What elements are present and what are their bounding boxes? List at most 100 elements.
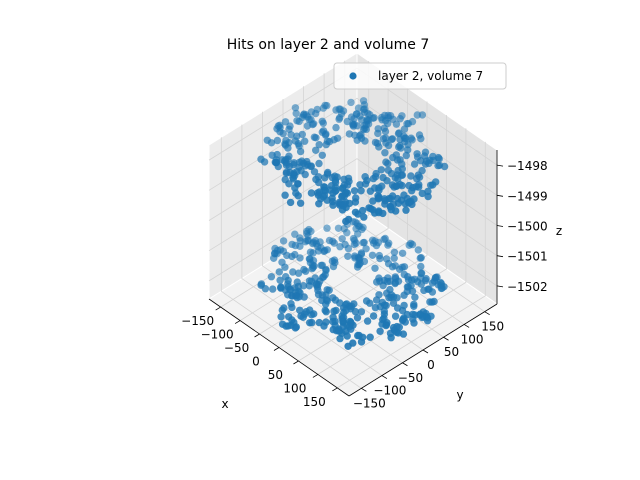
data-point-s0-d0 (361, 180, 370, 188)
data-point-s0-d1 (320, 322, 328, 330)
data-point-s0-d1 (411, 293, 419, 301)
data-point-s0-d0 (402, 151, 410, 160)
data-point-s0-d1 (366, 333, 374, 341)
data-point-s0-d0 (296, 199, 305, 207)
data-point-s0-d0 (295, 117, 303, 126)
data-point-s0-d0 (369, 197, 377, 205)
grid-line-x (337, 141, 486, 389)
data-point-s0-d0 (357, 187, 365, 195)
z-tick-label: −1502 (507, 280, 548, 294)
data-point-s0-d0 (289, 175, 297, 183)
data-point-s0-d0 (353, 136, 361, 144)
x-tick-label: 150 (303, 395, 326, 409)
data-point-s0-d0 (358, 116, 366, 124)
data-point-s0-d0 (310, 168, 319, 176)
data-point-s0-d0 (440, 162, 449, 171)
data-point-s0-d1 (369, 312, 378, 320)
data-point-s0-d0 (336, 114, 344, 122)
data-point-s0-d0 (396, 115, 404, 123)
data-point-s0-d1 (418, 313, 426, 322)
data-point-s0-d0 (284, 144, 292, 152)
data-point-s0-d1 (329, 262, 338, 271)
chart-title: Hits on layer 2 and volume 7 (227, 37, 429, 53)
data-point-s0-d0 (417, 134, 425, 143)
x-tick-label: −100 (201, 328, 234, 342)
data-point-s0-d0 (402, 206, 410, 214)
y-tick-mark (463, 324, 470, 328)
data-point-s0-d0 (392, 120, 401, 128)
data-point-s0-d0 (424, 192, 432, 201)
data-point-s0-d1 (438, 284, 446, 292)
data-point-s0-d0 (307, 189, 316, 197)
data-point-s0-d0 (294, 192, 302, 200)
data-point-s0-d1 (330, 239, 338, 247)
data-point-s0-d1 (404, 276, 413, 284)
data-point-s0-d1 (296, 306, 304, 314)
data-point-s0-d1 (261, 285, 270, 293)
data-point-s0-d0 (383, 177, 391, 185)
data-point-s0-d1 (289, 268, 297, 276)
data-point-s0-d1 (388, 263, 397, 271)
y-tick-mark (422, 349, 429, 354)
data-point-s0-d0 (375, 143, 383, 151)
x-tick-label: −150 (181, 314, 214, 328)
data-point-s0-d0 (384, 159, 392, 168)
y-tick-mark (443, 336, 449, 341)
data-point-s0-d0 (308, 120, 317, 129)
data-point-s0-d1 (408, 287, 417, 295)
data-point-s0-d0 (321, 174, 329, 182)
data-point-s0-d0 (267, 139, 276, 147)
data-point-s0-d0 (349, 122, 358, 130)
y-tick-mark (402, 362, 408, 367)
data-point-s0-d0 (410, 160, 419, 168)
data-point-s0-d1 (376, 254, 384, 263)
data-point-s0-d0 (366, 187, 375, 195)
data-point-s0-d1 (306, 319, 314, 327)
y-axis-label: y (456, 388, 463, 402)
x-tick-mark (293, 360, 299, 365)
data-point-s0-d0 (378, 116, 386, 124)
data-point-s0-d0 (318, 117, 326, 126)
data-point-s0-d0 (340, 175, 348, 183)
data-point-s0-d0 (400, 125, 409, 133)
data-point-s0-d0 (338, 206, 347, 214)
scatter-series (257, 97, 449, 350)
data-point-s0-d1 (428, 279, 437, 287)
data-point-s0-d1 (323, 224, 331, 232)
data-point-s0-d1 (310, 310, 318, 318)
data-point-s0-d0 (285, 180, 293, 188)
legend-label: layer 2, volume 7 (378, 69, 483, 83)
z-tick-label: −1501 (507, 250, 548, 264)
data-point-s0-d0 (312, 109, 320, 118)
data-point-s0-d0 (375, 186, 383, 194)
data-point-s0-d0 (407, 172, 415, 180)
data-point-s0-d0 (329, 201, 337, 209)
data-point-s0-d1 (296, 242, 304, 250)
x-tick-label: −50 (224, 341, 249, 355)
data-point-s0-d1 (405, 241, 413, 249)
data-point-s0-d0 (319, 104, 327, 112)
y-tick-label: 100 (461, 332, 484, 346)
data-point-s0-d0 (382, 139, 390, 147)
data-point-s0-d0 (392, 207, 400, 215)
data-point-s0-d1 (343, 229, 351, 237)
data-point-s0-d0 (274, 162, 282, 171)
data-point-s0-d1 (371, 303, 380, 312)
data-point-s0-d0 (315, 200, 323, 208)
data-point-s0-d1 (278, 306, 286, 314)
data-point-s0-d1 (288, 252, 296, 261)
x-tick-label: 50 (268, 368, 283, 382)
data-point-s0-d1 (366, 299, 374, 307)
data-point-s0-d1 (297, 312, 305, 320)
data-point-s0-d0 (322, 140, 330, 149)
data-point-s0-d0 (362, 125, 370, 134)
data-point-s0-d1 (302, 267, 310, 275)
x-axis-label: x (221, 397, 228, 411)
z-tick-label: −1499 (507, 189, 548, 203)
data-point-s0-d0 (281, 191, 289, 199)
data-point-s0-d1 (294, 269, 303, 277)
data-point-s0-d1 (410, 302, 418, 310)
data-point-s0-d1 (391, 279, 399, 288)
data-point-s0-d0 (369, 174, 378, 183)
data-point-s0-d1 (288, 240, 296, 249)
